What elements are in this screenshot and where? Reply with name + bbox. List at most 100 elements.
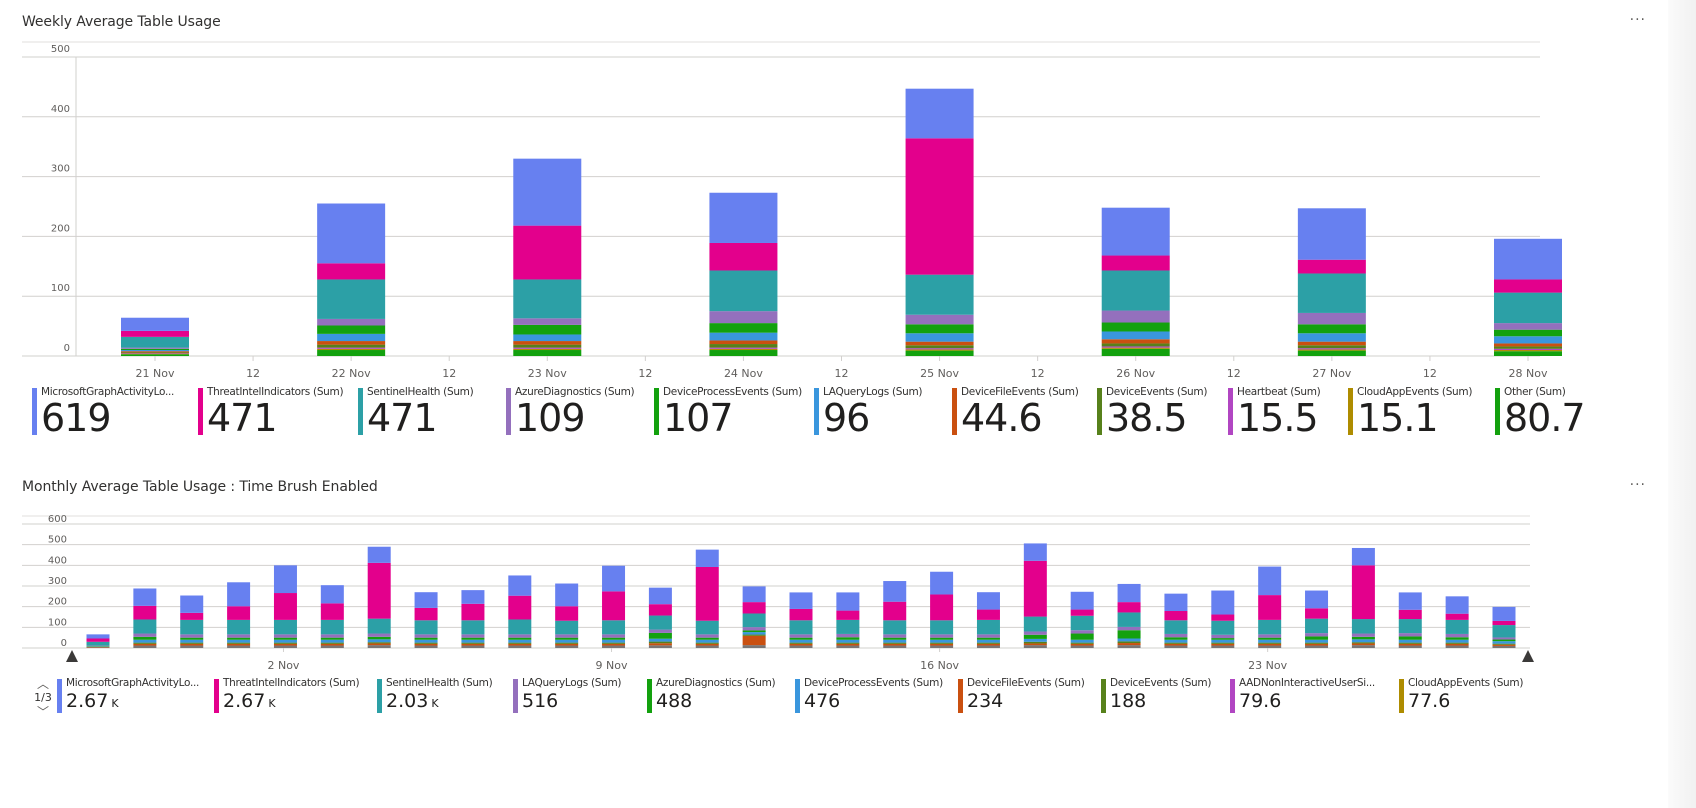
bar-segment-azurediagnostics[interactable]	[317, 318, 386, 326]
bar-segment-other[interactable]	[709, 350, 778, 356]
bar-segment-deviceevents[interactable]	[1101, 343, 1170, 347]
bar-segment-other[interactable]	[1101, 348, 1170, 356]
bar-segment-threatintelindicators[interactable]	[1494, 279, 1562, 293]
bar-segment-devicefileevents[interactable]	[121, 351, 189, 353]
bar-segment-cloudappevents[interactable]	[1101, 347, 1170, 349]
legend-item[interactable]: Heartbeat (Sum) 15.5	[1228, 386, 1348, 437]
bar-segment-deviceprocessevents[interactable]	[905, 324, 974, 334]
bar-segment-laquerylogs[interactable]	[1297, 333, 1366, 342]
legend-item[interactable]: MicrosoftGraphActivityLo... 2.67 K	[57, 677, 214, 715]
legend-item[interactable]: Other (Sum) 80.7	[1495, 386, 1624, 437]
bar-segment-devicefileevents[interactable]	[1297, 341, 1366, 346]
legend-item[interactable]: SentinelHealth (Sum) 471	[358, 386, 506, 437]
legend-item[interactable]: AzureDiagnostics (Sum) 109	[506, 386, 654, 437]
legend-item[interactable]: DeviceFileEvents (Sum) 234	[958, 677, 1101, 715]
legend-item[interactable]: AzureDiagnostics (Sum) 488	[647, 677, 795, 715]
bar-segment-sentinelhealth[interactable]	[1297, 273, 1366, 313]
bar-segment-sentinelhealth[interactable]	[317, 279, 386, 319]
bar-segment-threatintelindicators[interactable]	[709, 242, 778, 271]
legend-page-down-icon[interactable]: ﹀	[36, 705, 49, 719]
bar-segment-devicefileevents[interactable]	[709, 340, 778, 345]
weekly-more-menu-button[interactable]: ···	[1629, 12, 1646, 28]
legend-item[interactable]: ThreatIntelIndicators (Sum) 2.67 K	[214, 677, 377, 715]
page-scrollbar[interactable]	[1668, 0, 1696, 808]
bar-segment-laquerylogs[interactable]	[1494, 336, 1562, 344]
bar-segment-laquerylogs[interactable]	[709, 332, 778, 341]
legend-item[interactable]: ThreatIntelIndicators (Sum) 471	[198, 386, 358, 437]
bar-segment-deviceprocessevents[interactable]	[1101, 322, 1170, 332]
bar-segment-deviceprocessevents[interactable]	[709, 323, 778, 333]
bar-segment-deviceevents[interactable]	[317, 344, 386, 348]
bar-segment-deviceevents[interactable]	[1494, 346, 1562, 349]
bar-segment-microsoftgraphactivitylogs[interactable]	[709, 192, 778, 243]
bar-segment-threatintelindicators[interactable]	[1297, 259, 1366, 274]
legend-item[interactable]: MicrosoftGraphActivityLo... 619	[32, 386, 198, 437]
bar-segment-deviceprocessevents[interactable]	[1494, 329, 1562, 337]
bar-segment-azurediagnostics[interactable]	[121, 347, 189, 349]
bar-segment-azurediagnostics[interactable]	[1494, 323, 1562, 330]
bar-segment-sentinelhealth[interactable]	[121, 336, 189, 348]
bar-segment-cloudappevents[interactable]	[317, 348, 386, 351]
bar-segment-threatintelindicators[interactable]	[317, 263, 386, 280]
bar-segment-cloudappevents[interactable]	[709, 348, 778, 351]
bar-segment-devicefileevents[interactable]	[513, 341, 582, 345]
bar-segment-azurediagnostics[interactable]	[1101, 310, 1170, 323]
monthly-more-menu-button[interactable]: ···	[1629, 477, 1646, 493]
bar-segment-heartbeat[interactable]	[317, 347, 386, 349]
bar-segment-deviceevents[interactable]	[709, 344, 778, 348]
bar-segment-azurediagnostics[interactable]	[1297, 312, 1366, 325]
bar-segment-other[interactable]	[1494, 351, 1562, 356]
legend-item[interactable]: DeviceEvents (Sum) 188	[1101, 677, 1230, 715]
bar-segment-deviceprocessevents[interactable]	[513, 324, 582, 335]
legend-item[interactable]: SentinelHealth (Sum) 2.03 K	[377, 677, 513, 715]
bar-segment-heartbeat[interactable]	[1297, 348, 1366, 350]
bar-segment-sentinelhealth[interactable]	[905, 274, 974, 315]
bar-segment-deviceevents[interactable]	[1297, 345, 1366, 349]
bar-segment-cloudappevents[interactable]	[905, 349, 974, 351]
bar-segment-microsoftgraphactivitylogs[interactable]	[1494, 238, 1562, 280]
bar-segment-other[interactable]	[1297, 350, 1366, 356]
bar-segment-cloudappevents[interactable]	[121, 353, 189, 355]
bar-segment-cloudappevents[interactable]	[1494, 350, 1562, 352]
bar-segment-sentinelhealth[interactable]	[709, 270, 778, 312]
bar-segment-heartbeat[interactable]	[709, 347, 778, 349]
legend-page-up-icon[interactable]: ︿	[36, 677, 49, 691]
bar-segment-deviceprocessevents[interactable]	[317, 325, 386, 334]
bar-segment-heartbeat[interactable]	[1101, 346, 1170, 348]
bar-segment-deviceevents[interactable]	[513, 344, 582, 348]
bar-segment-deviceevents[interactable]	[905, 345, 974, 349]
legend-item[interactable]: LAQueryLogs (Sum) 516	[513, 677, 647, 715]
bar-segment-devicefileevents[interactable]	[1494, 343, 1562, 347]
legend-item[interactable]: AADNonInteractiveUserSi... 79.6	[1230, 677, 1399, 715]
bar-segment-microsoftgraphactivitylogs[interactable]	[317, 203, 386, 264]
bar-segment-heartbeat[interactable]	[513, 347, 582, 349]
bar-segment-cloudappevents[interactable]	[1297, 349, 1366, 351]
legend-item[interactable]: CloudAppEvents (Sum) 15.1	[1348, 386, 1495, 437]
bar-segment-azurediagnostics[interactable]	[905, 314, 974, 325]
bar-segment-threatintelindicators[interactable]	[1101, 255, 1170, 271]
bar-segment-microsoftgraphactivitylogs[interactable]	[1297, 208, 1366, 260]
bar-segment-azurediagnostics[interactable]	[513, 318, 582, 325]
bar-segment-heartbeat[interactable]	[121, 353, 189, 354]
bar-segment-other[interactable]	[905, 350, 974, 356]
bar-segment-azurediagnostics[interactable]	[709, 311, 778, 324]
bar-segment-threatintelindicators[interactable]	[121, 330, 189, 337]
bar-segment-other[interactable]	[317, 350, 386, 356]
bar-segment-microsoftgraphactivitylogs[interactable]	[905, 88, 974, 139]
legend-item[interactable]: CloudAppEvents (Sum) 77.6	[1399, 677, 1528, 715]
bar-segment-other[interactable]	[513, 350, 582, 356]
legend-item[interactable]: DeviceProcessEvents (Sum) 476	[795, 677, 958, 715]
bar-segment-microsoftgraphactivitylogs[interactable]	[1101, 207, 1170, 256]
legend-item[interactable]: DeviceProcessEvents (Sum) 107	[654, 386, 814, 437]
bar-segment-laquerylogs[interactable]	[905, 333, 974, 342]
bar-segment-laquerylogs[interactable]	[121, 350, 189, 352]
bar-segment-deviceevents[interactable]	[121, 352, 189, 354]
legend-item[interactable]: LAQueryLogs (Sum) 96	[814, 386, 952, 437]
bar-segment-sentinelhealth[interactable]	[513, 279, 582, 319]
bar-segment-microsoftgraphactivitylogs[interactable]	[513, 158, 582, 226]
bar-segment-other[interactable]	[121, 354, 189, 356]
bar-segment-threatintelindicators[interactable]	[513, 225, 582, 280]
bar-segment-devicefileevents[interactable]	[317, 341, 386, 345]
bar-segment-sentinelhealth[interactable]	[1494, 292, 1562, 324]
bar-segment-devicefileevents[interactable]	[905, 341, 974, 346]
